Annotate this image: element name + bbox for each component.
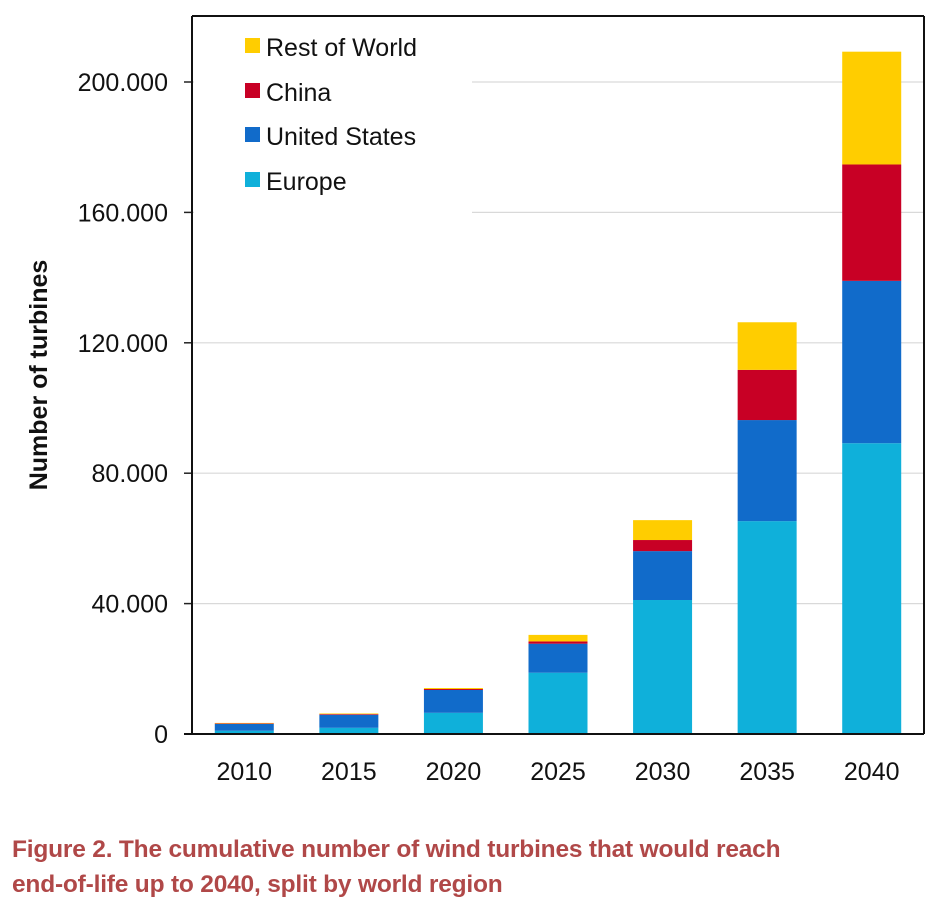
bar-segment-europe-2030: [633, 600, 693, 734]
caption-line-2: end-of-life up to 2040, split by world r…: [12, 871, 503, 898]
axes: [184, 15, 925, 735]
bar-segment-china-2015: [319, 714, 379, 715]
bar-segment-rest-of-world-2020: [423, 688, 483, 690]
bar-segment-europe-2040: [842, 443, 902, 734]
legend-item: Europe: [245, 168, 347, 196]
legend-item: Rest of World: [245, 34, 417, 62]
y-tick-label: 40.000: [92, 591, 168, 619]
legend-label: China: [266, 79, 331, 107]
legend-label: United States: [266, 123, 416, 151]
bar-segment-rest-of-world-2035: [737, 322, 797, 370]
bar-segment-united-states-2030: [633, 551, 693, 601]
x-tick-label: 2035: [739, 758, 795, 786]
y-tick-label: 200.000: [78, 69, 168, 97]
bar-segment-united-states-2035: [737, 420, 797, 522]
x-tick-label: 2015: [321, 758, 377, 786]
x-tick-label: 2010: [216, 758, 272, 786]
bar-segment-china-2020: [423, 689, 483, 690]
y-tick-label: 120.000: [78, 330, 168, 358]
legend-background: [194, 18, 472, 214]
x-tick-label: 2030: [635, 758, 691, 786]
bar-segment-united-states-2010: [214, 723, 274, 731]
stacked-bar-chart: Rest of World China United States Europe 0 4…: [25, 15, 925, 786]
bar-segment-rest-of-world-2030: [633, 520, 693, 541]
bar-segment-europe-2010: [214, 730, 274, 734]
legend-swatch: [245, 127, 260, 142]
bar-segment-china-2025: [528, 641, 588, 644]
bar-segment-rest-of-world-2025: [528, 634, 588, 642]
bar-segment-china-2035: [737, 369, 797, 421]
legend-label: Rest of World: [266, 34, 417, 62]
bar-segment-europe-2015: [319, 727, 379, 734]
legend-item: United States: [245, 123, 416, 151]
bar-segment-united-states-2015: [319, 714, 379, 728]
legend-label: Europe: [266, 168, 347, 196]
legend-item: China: [245, 79, 331, 107]
y-tick-labels: 0 40.000 80.000 120.000 160.000 200.000: [78, 69, 168, 749]
bar-segment-united-states-2025: [528, 643, 588, 673]
bars: [214, 51, 902, 734]
legend-swatch: [245, 38, 260, 53]
figure-caption: Figure 2. The cumulative number of wind …: [12, 832, 937, 902]
legend-swatch: [245, 172, 260, 187]
x-tick-label: 2040: [844, 758, 900, 786]
bar-segment-rest-of-world-2040: [842, 51, 902, 165]
bar-segment-china-2030: [633, 540, 693, 552]
y-axis-title: Number of turbines: [25, 260, 53, 491]
y-tick-label: 160.000: [78, 199, 168, 227]
x-tick-label: 2020: [426, 758, 482, 786]
legend-swatch: [245, 83, 260, 98]
bar-segment-united-states-2040: [842, 280, 902, 444]
x-tick-labels: 2010 2015 2020 2025 2030 2035 2040: [216, 758, 899, 786]
bar-segment-europe-2035: [737, 521, 797, 734]
bar-segment-rest-of-world-2015: [319, 713, 379, 715]
legend: Rest of World China United States Europe: [245, 34, 417, 196]
y-tick-label: 0: [154, 721, 168, 749]
bar-segment-europe-2025: [528, 672, 588, 734]
legend-box: [194, 18, 472, 214]
x-tick-label: 2025: [530, 758, 586, 786]
caption-line-1: Figure 2. The cumulative number of wind …: [12, 836, 781, 863]
bar-segment-china-2040: [842, 164, 902, 281]
bar-segment-europe-2020: [423, 712, 483, 734]
bar-segment-united-states-2020: [423, 689, 483, 713]
y-tick-label: 80.000: [92, 460, 168, 488]
